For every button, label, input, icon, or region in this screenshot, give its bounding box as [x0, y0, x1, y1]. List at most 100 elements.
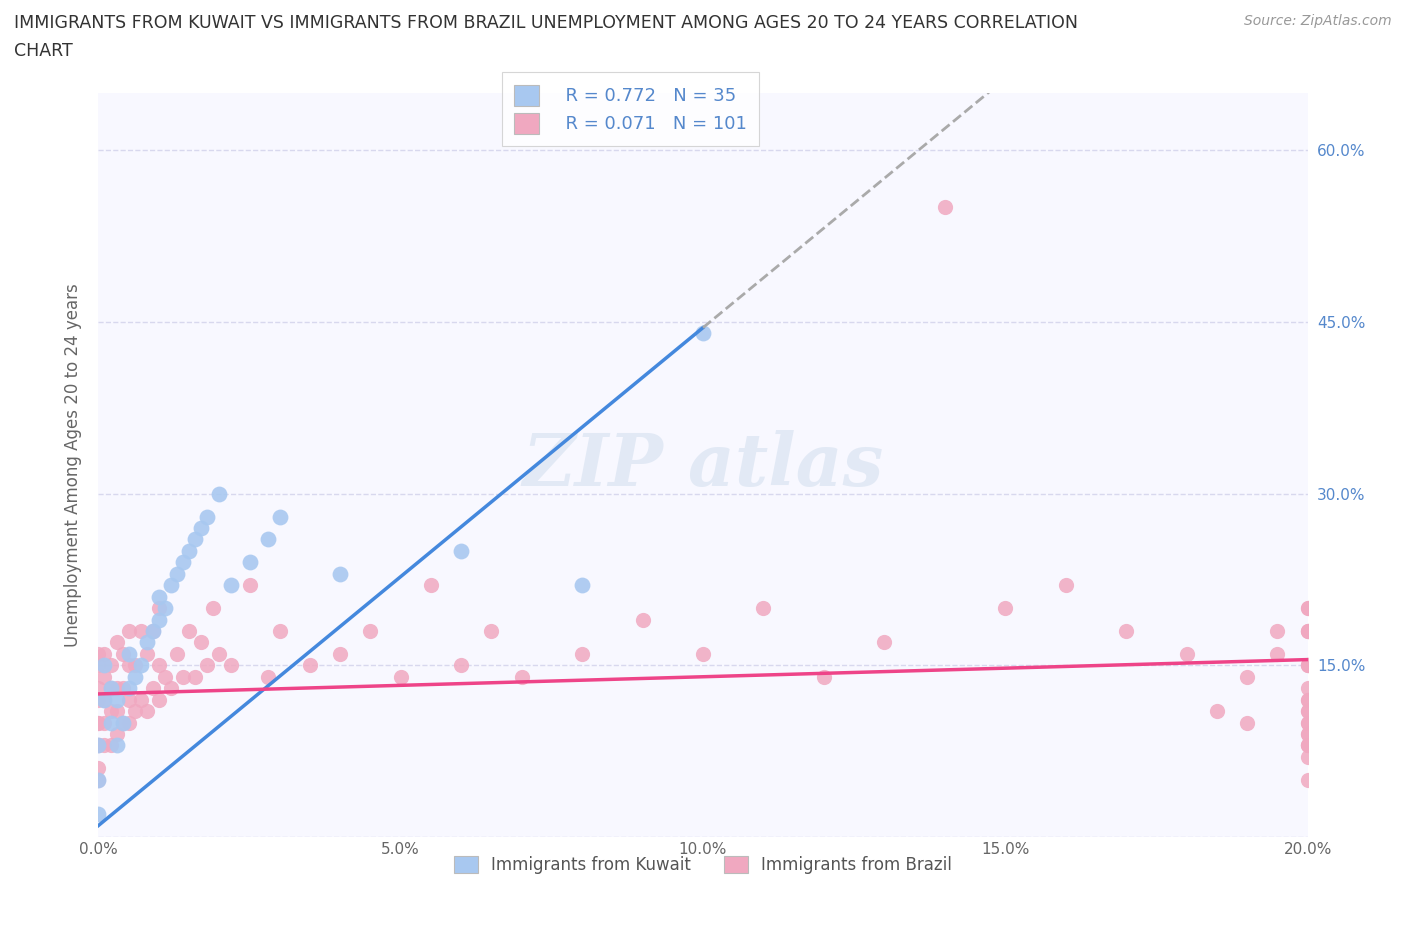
Legend: Immigrants from Kuwait, Immigrants from Brazil: Immigrants from Kuwait, Immigrants from …: [447, 849, 959, 881]
Point: [93, 715, 115, 730]
Point: [118, 715, 141, 730]
Point: [93, 692, 115, 707]
Point: [118, 658, 141, 672]
Point: [118, 646, 141, 661]
Point: [1206, 704, 1229, 719]
Point: [87, 646, 110, 661]
Point: [166, 566, 188, 581]
Point: [111, 715, 134, 730]
Point: [1296, 750, 1319, 764]
Point: [87, 806, 110, 821]
Text: IMMIGRANTS FROM KUWAIT VS IMMIGRANTS FROM BRAZIL UNEMPLOYMENT AMONG AGES 20 TO 2: IMMIGRANTS FROM KUWAIT VS IMMIGRANTS FRO…: [14, 14, 1078, 32]
Point: [100, 715, 122, 730]
Point: [93, 692, 115, 707]
Point: [1296, 658, 1319, 672]
Point: [105, 635, 128, 650]
Point: [1296, 692, 1319, 707]
Text: ZIP atlas: ZIP atlas: [523, 430, 883, 500]
Point: [571, 646, 593, 661]
Y-axis label: Unemployment Among Ages 20 to 24 years: Unemployment Among Ages 20 to 24 years: [65, 283, 83, 647]
Point: [1236, 670, 1258, 684]
Point: [1054, 578, 1077, 592]
Point: [1267, 646, 1289, 661]
Point: [1296, 681, 1319, 696]
Text: Source: ZipAtlas.com: Source: ZipAtlas.com: [1244, 14, 1392, 28]
Point: [934, 200, 956, 215]
Point: [1296, 738, 1319, 753]
Point: [1296, 715, 1319, 730]
Point: [1296, 704, 1319, 719]
Point: [100, 681, 122, 696]
Point: [100, 738, 122, 753]
Point: [148, 590, 170, 604]
Text: CHART: CHART: [14, 42, 73, 60]
Point: [129, 658, 152, 672]
Point: [179, 543, 201, 558]
Point: [184, 532, 207, 547]
Point: [105, 681, 128, 696]
Point: [153, 670, 176, 684]
Point: [93, 738, 115, 753]
Point: [172, 670, 194, 684]
Point: [93, 658, 115, 672]
Point: [166, 646, 188, 661]
Point: [100, 704, 122, 719]
Point: [87, 681, 110, 696]
Point: [1296, 601, 1319, 616]
Point: [153, 601, 176, 616]
Point: [87, 738, 110, 753]
Point: [329, 646, 352, 661]
Point: [87, 761, 110, 776]
Point: [1296, 601, 1319, 616]
Point: [93, 646, 115, 661]
Point: [129, 692, 152, 707]
Point: [1296, 726, 1319, 741]
Point: [1175, 646, 1198, 661]
Point: [1296, 623, 1319, 638]
Point: [148, 692, 170, 707]
Point: [195, 509, 218, 524]
Point: [111, 681, 134, 696]
Point: [221, 658, 243, 672]
Point: [93, 670, 115, 684]
Point: [87, 658, 110, 672]
Point: [195, 658, 218, 672]
Point: [148, 601, 170, 616]
Point: [118, 623, 141, 638]
Point: [87, 772, 110, 787]
Point: [1296, 704, 1319, 719]
Point: [239, 555, 262, 570]
Point: [256, 532, 278, 547]
Point: [124, 704, 146, 719]
Point: [142, 681, 165, 696]
Point: [221, 578, 243, 592]
Point: [142, 623, 165, 638]
Point: [87, 715, 110, 730]
Point: [172, 555, 194, 570]
Point: [1296, 738, 1319, 753]
Point: [160, 578, 183, 592]
Point: [105, 726, 128, 741]
Point: [389, 670, 412, 684]
Point: [148, 612, 170, 627]
Point: [87, 692, 110, 707]
Point: [190, 521, 212, 536]
Point: [1296, 715, 1319, 730]
Point: [190, 635, 212, 650]
Point: [100, 658, 122, 672]
Point: [1296, 658, 1319, 672]
Point: [118, 692, 141, 707]
Point: [994, 601, 1017, 616]
Point: [202, 601, 225, 616]
Point: [1115, 623, 1137, 638]
Point: [1296, 738, 1319, 753]
Point: [148, 658, 170, 672]
Point: [124, 658, 146, 672]
Point: [1296, 772, 1319, 787]
Point: [160, 681, 183, 696]
Point: [124, 670, 146, 684]
Point: [1296, 623, 1319, 638]
Point: [450, 658, 472, 672]
Point: [179, 623, 201, 638]
Point: [87, 772, 110, 787]
